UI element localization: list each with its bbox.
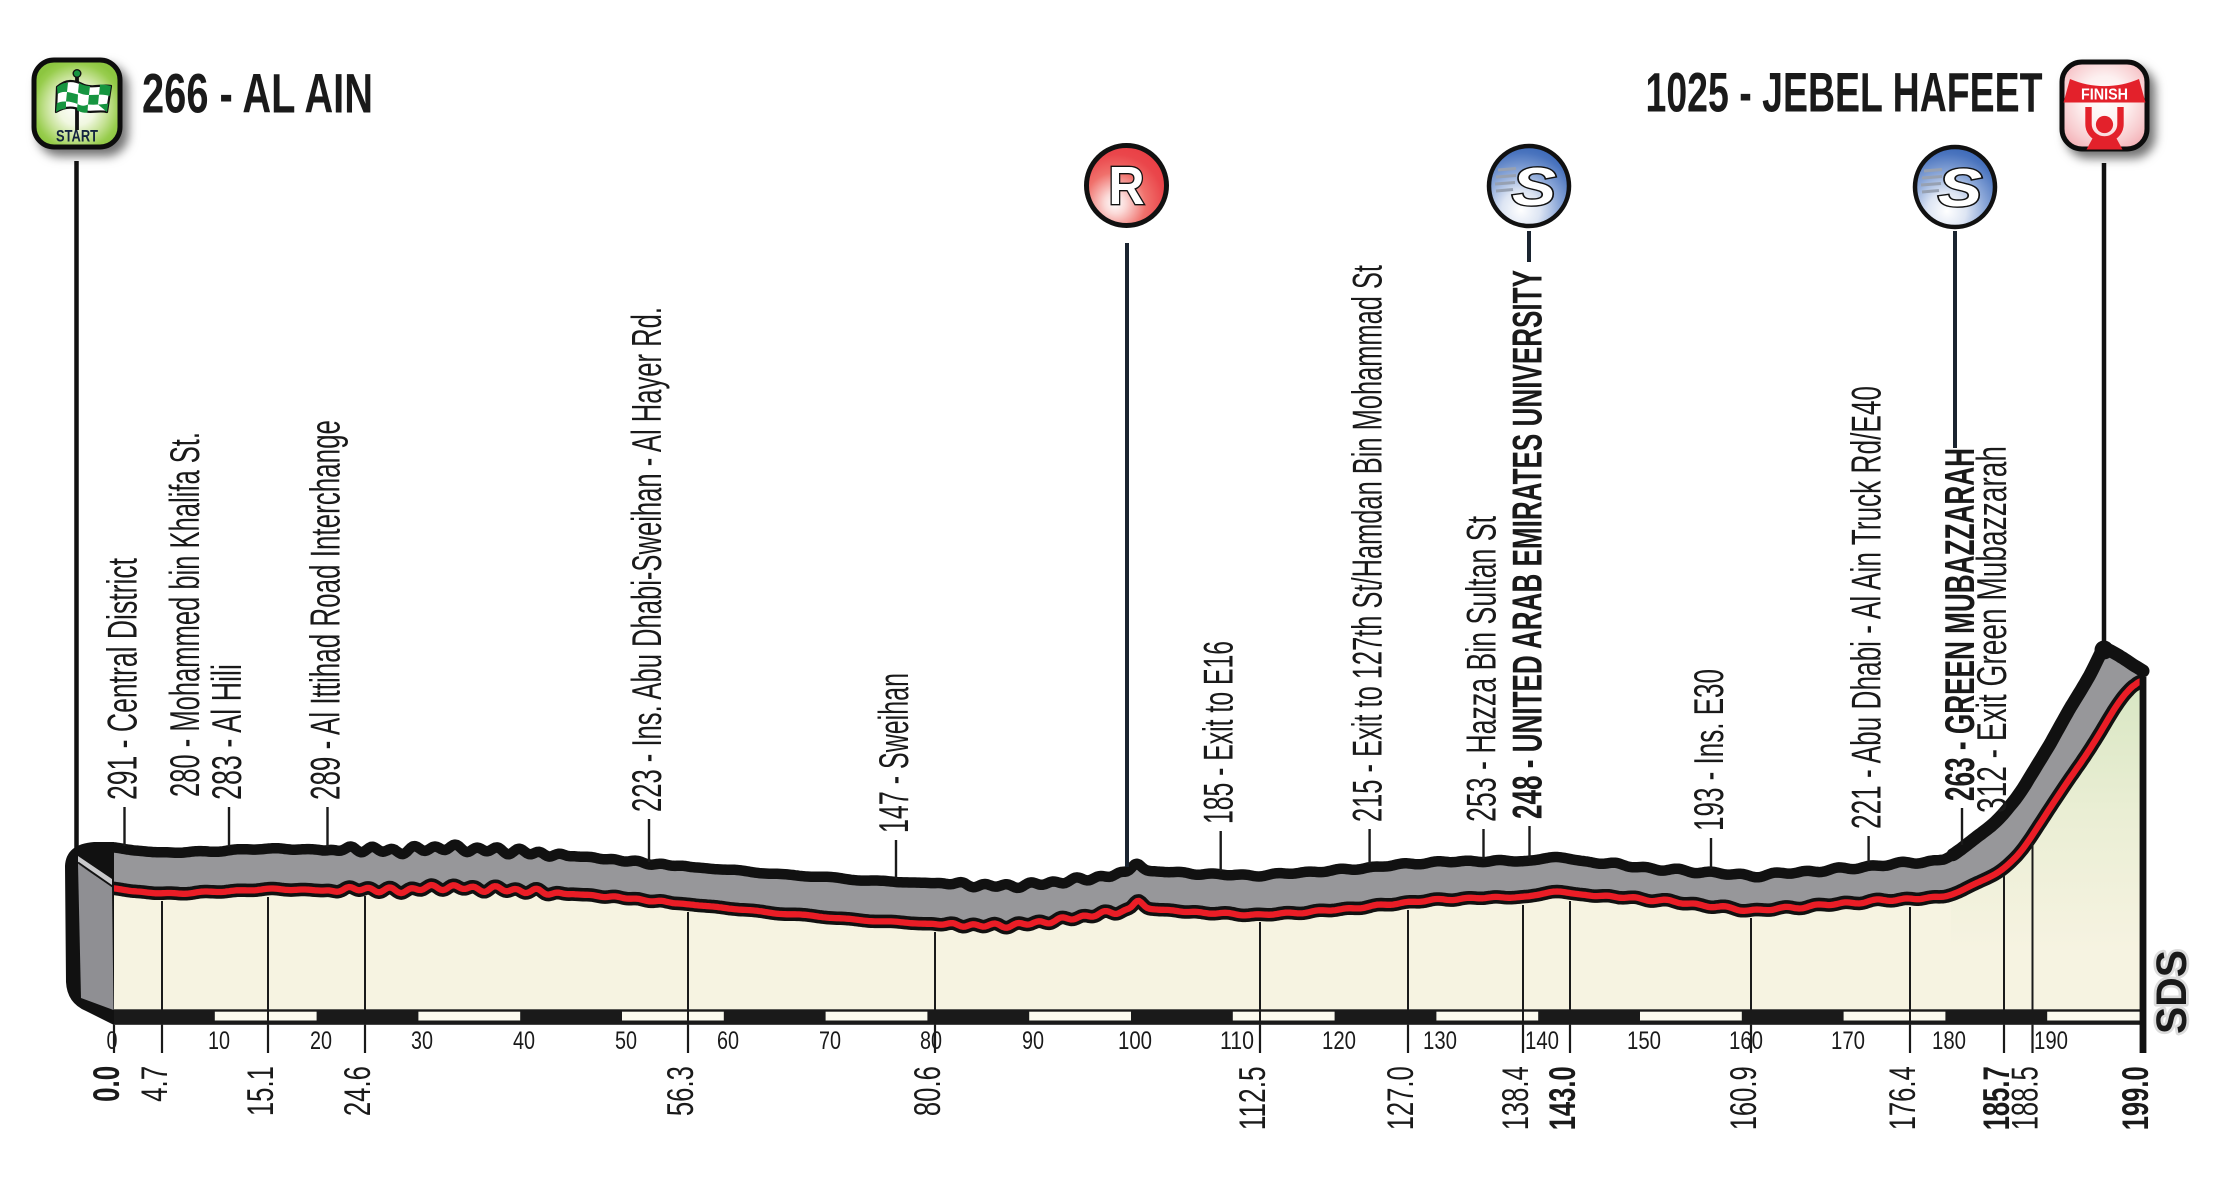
svg-text:199.0: 199.0 [2114,1066,2156,1130]
svg-text:56.3: 56.3 [659,1066,701,1116]
svg-text:SDS: SDS [2148,950,2196,1034]
svg-text:188.5: 188.5 [2004,1066,2046,1130]
svg-text:FINISH: FINISH [2081,87,2128,104]
svg-text:110: 110 [1220,1027,1254,1055]
svg-text:1025 - JEBEL HAFEET: 1025 - JEBEL HAFEET [1646,61,2043,124]
svg-text:221 - Abu Dhabi - Al Ain Truck: 221 - Abu Dhabi - Al Ain Truck Rd/E40 [1843,386,1890,829]
svg-text:START: START [56,128,98,146]
svg-text:215 - Exit to 127th St/Hamdan: 215 - Exit to 127th St/Hamdan Bin Mohamm… [1344,265,1391,822]
svg-text:180: 180 [1932,1027,1966,1055]
svg-text:30: 30 [411,1027,433,1055]
svg-text:80: 80 [920,1027,942,1055]
svg-text:185 - Exit to E16: 185 - Exit to E16 [1195,641,1242,824]
svg-text:90: 90 [1022,1027,1044,1055]
svg-text:253 - Hazza Bin Sultan St: 253 - Hazza Bin Sultan St [1458,516,1505,822]
svg-text:112.5: 112.5 [1231,1066,1273,1130]
svg-text:4.7: 4.7 [133,1066,175,1102]
svg-text:130: 130 [1423,1027,1457,1055]
svg-text:193 - Ins. E30: 193 - Ins. E30 [1685,669,1732,831]
svg-text:0.0: 0.0 [85,1066,127,1102]
svg-text:127.0: 127.0 [1379,1066,1421,1130]
svg-text:140: 140 [1525,1027,1559,1055]
svg-text:280 - Mohammed bin Khalifa St.: 280 - Mohammed bin Khalifa St. [161,432,208,797]
svg-text:312 - Exit Green Mubazzarah: 312 - Exit Green Mubazzarah [1968,446,2015,813]
svg-text:R: R [1109,156,1145,216]
svg-text:248 - UNITED ARAB EMIRATES UNI: 248 - UNITED ARAB EMIRATES UNIVERSITY [1504,270,1551,819]
svg-text:176.4: 176.4 [1881,1066,1923,1130]
svg-text:20: 20 [310,1027,332,1055]
svg-text:138.4: 138.4 [1494,1066,1536,1130]
svg-text:60: 60 [717,1027,739,1055]
svg-text:185.7: 185.7 [1975,1066,2017,1130]
svg-text:170: 170 [1831,1027,1865,1055]
svg-text:263 - GREEN MUBAZZARAH: 263 - GREEN MUBAZZARAH [1936,448,1983,801]
svg-text:70: 70 [819,1027,841,1055]
svg-text:50: 50 [615,1027,637,1055]
svg-text:0: 0 [107,1027,118,1055]
svg-text:291 - Central District: 291 - Central District [99,558,146,800]
svg-text:147 - Sweihan: 147 - Sweihan [870,673,917,833]
svg-text:10: 10 [208,1027,230,1055]
svg-text:24.6: 24.6 [336,1066,378,1116]
svg-text:266 - AL AIN: 266 - AL AIN [142,62,373,125]
svg-text:223 - Ins. Abu Dhabi-Sweihan -: 223 - Ins. Abu Dhabi-Sweihan - Al Hayer … [623,307,670,812]
svg-text:283 - Al Hili: 283 - Al Hili [203,664,250,800]
svg-text:SDS: SDS [2148,950,2196,1034]
svg-text:160: 160 [1729,1027,1763,1055]
svg-text:150: 150 [1627,1027,1661,1055]
svg-text:143.0: 143.0 [1541,1066,1583,1130]
svg-text:80.6: 80.6 [906,1066,948,1116]
svg-text:120: 120 [1322,1027,1356,1055]
svg-text:289 - Al Ittihad Road Intercha: 289 - Al Ittihad Road Interchange [302,420,349,800]
svg-text:160.9: 160.9 [1722,1066,1764,1130]
svg-text:15.1: 15.1 [239,1066,281,1116]
svg-text:100: 100 [1118,1027,1152,1055]
svg-text:40: 40 [513,1027,535,1055]
svg-text:190: 190 [2034,1027,2068,1055]
svg-text:S: S [1512,157,1556,217]
svg-text:S: S [1938,158,1982,218]
